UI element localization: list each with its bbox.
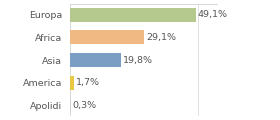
Bar [70,30,144,44]
Bar [70,53,121,67]
Text: 29,1%: 29,1% [146,33,176,42]
Text: 1,7%: 1,7% [76,78,101,87]
Bar [70,76,74,90]
Bar [70,8,196,22]
Text: 19,8%: 19,8% [123,55,153,65]
Text: 49,1%: 49,1% [198,10,228,19]
Bar [70,98,71,112]
Text: 0,3%: 0,3% [73,101,97,110]
